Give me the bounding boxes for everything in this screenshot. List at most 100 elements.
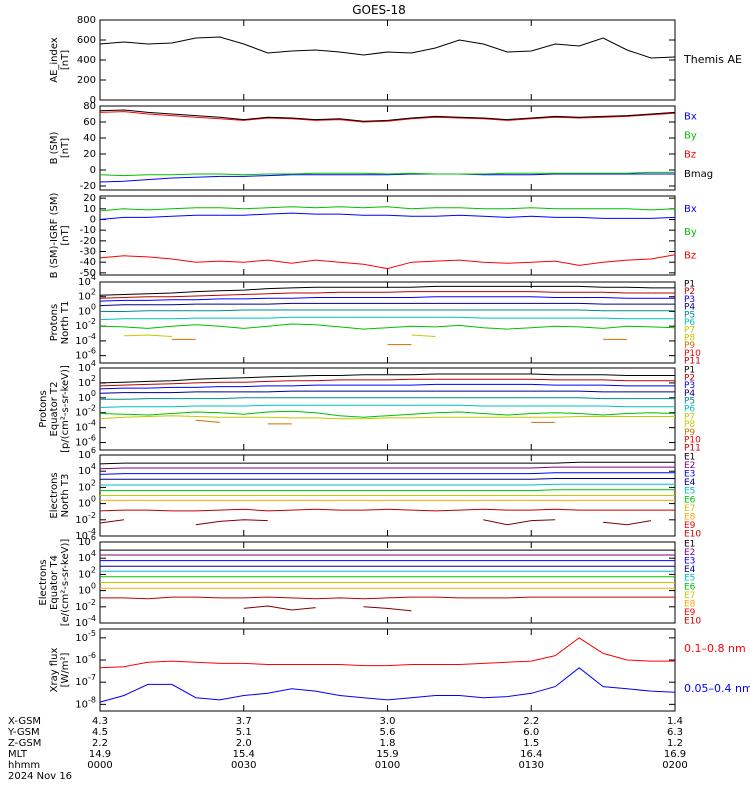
time-cell-mlt: 15.4	[233, 749, 255, 760]
legend-themis-ae: Themis AE	[683, 53, 742, 66]
legend-p1: P1	[684, 280, 695, 290]
series-p6	[99, 316, 675, 321]
legend-p8: P8	[684, 333, 695, 343]
time-cell-ygsm: 5.1	[236, 727, 252, 738]
legend-p3: P3	[684, 381, 695, 391]
legend-p2: P2	[684, 287, 695, 297]
series-p5	[100, 309, 675, 312]
series-e3	[99, 472, 675, 475]
legend-e6: E6	[684, 495, 696, 505]
panel-ae: 800 600 400 200 0 AE_index[nT] Themis AE	[49, 15, 742, 106]
y-tick-label: 10-7	[75, 673, 96, 689]
y-tick-label: 10-2	[75, 403, 96, 419]
time-cell-hhmm: 0130	[519, 760, 544, 771]
y-axis-label: ElectronsNorth T3	[49, 472, 71, 518]
legend-p6: P6	[684, 405, 695, 415]
series-0-05-0-4-nm	[99, 667, 676, 703]
time-cell-ygsm: 6.0	[523, 727, 539, 738]
legend-p1: P1	[684, 366, 695, 376]
legend-p7: P7	[684, 412, 695, 422]
y-tick-label: -20	[80, 236, 96, 247]
legend-p7: P7	[684, 326, 695, 336]
y-tick-label: 102	[78, 478, 96, 494]
legend-p4: P4	[684, 303, 695, 313]
legend-e2: E2	[684, 548, 695, 558]
legend-p5: P5	[684, 397, 695, 407]
time-cell-zgsm: 1.8	[380, 738, 396, 749]
time-cell-mlt: 15.9	[376, 749, 398, 760]
time-row-label: Z-GSM	[8, 738, 41, 749]
y-tick-label: 0	[90, 165, 96, 176]
panel-frame	[99, 628, 676, 712]
series-p8	[124, 335, 675, 337]
series-themis-ae	[99, 36, 676, 59]
series-e9	[100, 596, 675, 600]
series-p1	[99, 285, 675, 296]
time-cell-xgsm: 4.3	[92, 716, 108, 727]
legend-e9: E9	[684, 608, 696, 618]
y-tick-label: 10	[83, 204, 96, 215]
y-tick-label: 104	[78, 549, 96, 565]
time-cell-xgsm: 3.0	[380, 716, 396, 727]
series-p3	[99, 383, 675, 390]
legend-e6: E6	[684, 582, 696, 592]
legend-p6: P6	[684, 318, 695, 328]
y-tick-label: 60	[83, 117, 96, 128]
time-row-label: X-GSM	[8, 716, 41, 727]
time-cell-zgsm: 1.2	[667, 738, 683, 749]
y-tick-label: 10-4	[75, 418, 96, 434]
legend-p4: P4	[684, 389, 695, 399]
legend-p5: P5	[684, 310, 695, 320]
time-axis-table: X-GSMY-GSMZ-GSMMLThhmm4.34.52.214.900003…	[7, 716, 688, 782]
series-e10	[243, 605, 412, 612]
y-axis-label: Xray flux[W/m²]	[49, 648, 71, 693]
y-tick-label: 80	[83, 101, 96, 112]
y-tick-label: 10-2	[75, 510, 96, 526]
series-p5	[100, 397, 675, 400]
legend-e4: E4	[684, 478, 696, 488]
legend-by: By	[684, 227, 697, 238]
legend-0-05-0-4-nm: 0.05–0.4 nm	[684, 682, 750, 695]
legend-e8: E8	[684, 599, 696, 609]
legend-p11: P11	[684, 357, 701, 367]
y-tick-label: 600	[77, 35, 96, 46]
time-cell-ygsm: 4.5	[92, 727, 108, 738]
series-p9	[195, 419, 556, 425]
y-tick-label: 102	[78, 565, 96, 581]
y-tick-label: 10-6	[75, 651, 96, 667]
series-bz	[99, 254, 676, 270]
series-0-1-0-8-nm	[99, 637, 675, 669]
legend-p10: P10	[684, 436, 701, 446]
legend-bx: Bx	[684, 204, 697, 215]
legend-bz: Bz	[684, 250, 696, 261]
legend-bz: Bz	[684, 150, 696, 161]
legend-e2: E2	[684, 461, 695, 471]
legend-e4: E4	[684, 565, 696, 575]
series-by	[99, 171, 675, 177]
time-row-label: Y-GSM	[7, 727, 40, 738]
y-tick-label: 10-2	[75, 317, 96, 333]
y-tick-label: 400	[77, 55, 96, 66]
y-tick-label: 10-4	[75, 614, 96, 630]
series-p4	[99, 302, 675, 307]
y-tick-label: 20	[83, 193, 96, 204]
series-bx	[99, 212, 676, 220]
y-tick-label: -10	[80, 225, 96, 236]
time-cell-mlt: 16.9	[664, 749, 686, 760]
y-tick-label: -30	[80, 247, 96, 258]
time-cell-mlt: 16.4	[520, 749, 542, 760]
time-cell-xgsm: 1.4	[667, 716, 683, 727]
y-axis-label: B (SM)[nT]	[49, 131, 71, 164]
y-axis-label: ProtonsNorth T1	[49, 301, 71, 345]
legend-p2: P2	[684, 373, 695, 383]
series-e6	[100, 489, 675, 492]
y-tick-label: -50	[80, 268, 96, 279]
y-axis-label: AE_index[nT]	[49, 37, 71, 83]
panel-bsm: 80 60 40 20 0 -20 B (SM)[nT] Bx By Bz Bmag	[49, 101, 713, 192]
y-tick-label: 104	[78, 462, 96, 478]
series-bmag	[99, 109, 676, 122]
